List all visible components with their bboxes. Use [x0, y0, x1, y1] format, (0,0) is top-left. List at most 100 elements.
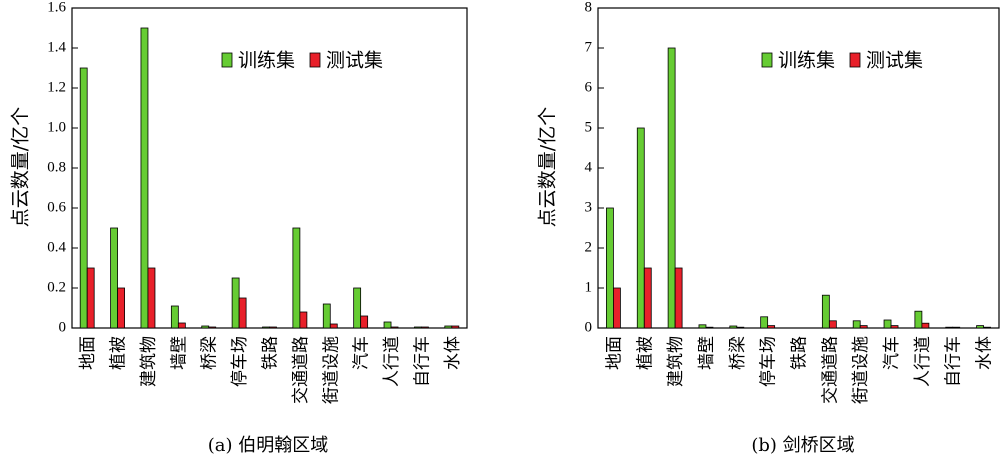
legend: 训练集 测试集	[221, 50, 383, 72]
bar-train	[414, 326, 422, 329]
category-label: 桥梁	[200, 336, 220, 370]
category-label: 自行车	[944, 336, 964, 387]
category-label: 交通道路	[820, 336, 840, 404]
bar-test	[952, 326, 961, 329]
y-tick-label: 8	[585, 0, 593, 15]
bar-train	[760, 316, 769, 329]
bar-train	[976, 325, 984, 329]
bar-train	[883, 319, 892, 329]
bar-test	[421, 326, 429, 329]
category-label: 停车场	[759, 336, 779, 387]
category-label: 人行道	[913, 336, 933, 387]
category-label: 人行道	[382, 336, 402, 387]
y-tick-label: 0.4	[47, 239, 66, 255]
bar-test	[451, 325, 460, 329]
legend-swatch	[221, 52, 233, 68]
y-tick-label: 0.2	[47, 279, 66, 295]
bar-train	[140, 27, 149, 329]
y-tick-label: 1.6	[47, 0, 66, 15]
category-label: 铁路	[790, 336, 810, 370]
bar-test	[86, 267, 95, 329]
bar-test	[147, 267, 156, 329]
category-label: 停车场	[230, 336, 250, 387]
bar-train	[444, 325, 453, 329]
bar-train	[353, 287, 362, 329]
category-label: 汽车	[882, 336, 902, 370]
legend-swatch	[761, 52, 773, 68]
bar-test	[890, 325, 899, 329]
category-label: 自行车	[412, 336, 432, 387]
bar-test	[921, 322, 930, 329]
chart-caption: (b) 剑桥区域	[751, 435, 854, 456]
y-tick-label: 7	[585, 39, 593, 55]
bar-train	[914, 310, 923, 329]
category-label: 街道设施	[321, 336, 341, 404]
y-tick-label: 0	[59, 319, 67, 335]
bar-test	[117, 287, 125, 329]
y-tick-label: 1.2	[47, 79, 66, 95]
y-tick-label: 5	[585, 119, 593, 135]
bar-test	[208, 326, 217, 329]
category-label: 交通道路	[291, 336, 311, 404]
bar-test	[390, 326, 399, 329]
bar-train	[636, 127, 645, 329]
bar-test	[767, 325, 776, 329]
bar-train	[262, 326, 270, 329]
bar-test	[360, 315, 369, 329]
category-label: 桥梁	[728, 336, 748, 370]
y-tick-label: 3	[585, 199, 593, 215]
bar-test	[299, 311, 308, 329]
bar-train	[821, 294, 830, 329]
bar-test	[329, 323, 338, 329]
y-tick-label: 6	[585, 79, 593, 95]
category-label: 水体	[443, 336, 463, 370]
bar-train	[729, 325, 738, 329]
category-label: 建筑物	[139, 336, 159, 387]
bar-train	[79, 67, 88, 329]
category-label: 铁路	[261, 336, 281, 370]
bar-test	[705, 326, 714, 329]
category-label: 植被	[635, 336, 655, 370]
bar-train	[231, 277, 240, 329]
category-label: 地面	[78, 336, 98, 370]
category-label: 墙壁	[697, 336, 717, 370]
bar-test	[238, 297, 247, 329]
y-tick-label: 1	[585, 279, 593, 295]
chart-panel-b: 点云数量/亿个 (b) 剑桥区域 0 1 2 3 4 5 6 7 8 地面 植被 建筑物 墙壁 桥梁 停车场…	[537, 0, 1000, 456]
y-tick-label: 1.4	[47, 39, 66, 55]
y-tick-label: 0.6	[47, 199, 66, 215]
bar-train	[322, 303, 331, 329]
y-tick-label: 0	[585, 319, 593, 335]
chart-caption: (a) 伯明翰区域	[208, 435, 329, 456]
y-tick-label: 0.8	[47, 159, 66, 175]
legend-label: 训练集	[238, 50, 295, 72]
bar-train	[292, 227, 301, 329]
bar-test	[674, 267, 683, 329]
bar-train	[110, 227, 118, 329]
y-axis-label: 点云数量/亿个	[10, 107, 32, 227]
category-label: 墙壁	[169, 336, 189, 370]
bar-train	[945, 326, 954, 329]
bar-train	[606, 207, 614, 329]
bar-test	[269, 326, 277, 329]
bar-test	[613, 287, 621, 329]
legend-label: 训练集	[778, 50, 835, 72]
bar-test	[643, 267, 652, 329]
bar-train	[667, 47, 676, 329]
legend-label: 测试集	[326, 50, 383, 72]
bar-test	[859, 325, 868, 329]
category-label: 建筑物	[666, 336, 686, 387]
y-axis-label: 点云数量/亿个	[537, 107, 559, 227]
bar-train	[170, 305, 179, 329]
y-tick-label: 4	[585, 159, 593, 175]
category-label: 汽车	[352, 336, 372, 370]
bar-test	[736, 326, 745, 329]
legend-swatch	[309, 52, 321, 68]
category-label: 街道设施	[851, 336, 871, 404]
y-tick-label: 1.0	[47, 119, 66, 135]
bar-train	[852, 320, 861, 329]
bar-train	[201, 325, 210, 329]
legend-swatch	[849, 52, 861, 68]
bar-test	[177, 322, 186, 329]
